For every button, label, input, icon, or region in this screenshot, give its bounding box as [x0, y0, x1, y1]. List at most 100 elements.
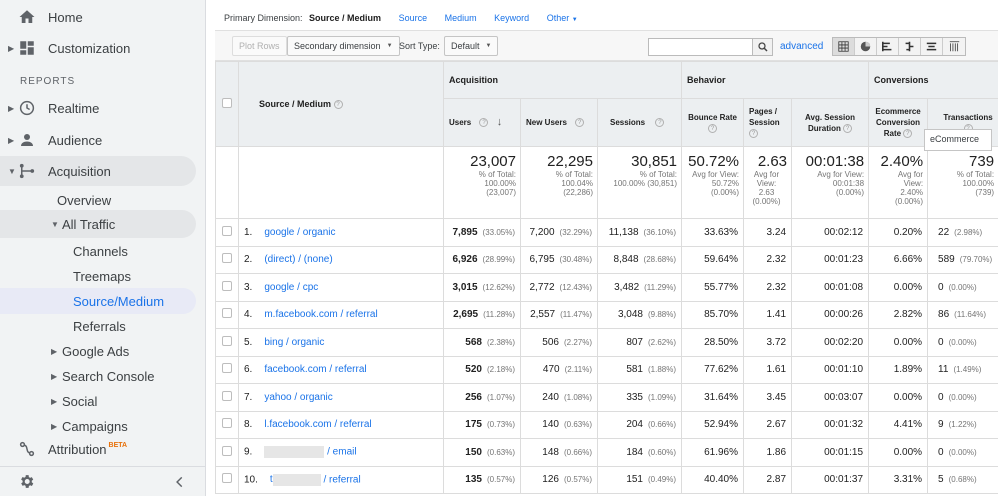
help-icon[interactable]: ?	[575, 118, 585, 128]
row-checkbox[interactable]	[222, 225, 232, 236]
col-users[interactable]: Users ? ↓	[443, 98, 521, 147]
row-checkbox[interactable]	[222, 335, 232, 346]
source-medium-link[interactable]: / referral	[323, 474, 361, 486]
cell-pages-session: 2.32	[743, 245, 793, 274]
chevron-down-icon: ▼	[571, 17, 578, 23]
row-checkbox[interactable]	[222, 473, 232, 484]
help-icon[interactable]: ?	[333, 100, 343, 110]
sessions-pct: (36.10%)	[643, 227, 677, 237]
row-select-cell	[215, 273, 239, 302]
col-pages-session[interactable]: Pages / Session?	[743, 98, 793, 147]
col-bounce-rate[interactable]: Bounce Rate?	[681, 98, 745, 147]
conversion-type-select[interactable]: eCommerce	[924, 129, 992, 151]
advanced-filter-link[interactable]: advanced	[780, 41, 824, 52]
source-medium-link[interactable]: google / organic	[264, 226, 336, 238]
nav-source-medium[interactable]: Source/Medium	[0, 288, 196, 314]
nav-search-console[interactable]: ▶ Search Console	[0, 361, 196, 391]
total-trans-l2: 100.00%	[962, 179, 995, 188]
help-icon[interactable]: ?	[655, 118, 665, 128]
source-medium-link[interactable]: m.facebook.com / referral	[264, 309, 378, 321]
source-medium-link[interactable]: facebook.com / referral	[264, 364, 367, 376]
col-avg-session-duration[interactable]: Avg. Session Duration ?	[791, 98, 870, 147]
cell-new-users: 7,200 (32.29%)	[520, 218, 598, 247]
arrow-down-icon: ↓	[496, 116, 503, 128]
transactions-value: 0	[938, 391, 944, 403]
row-index: 3.	[244, 281, 253, 293]
table-search-input[interactable]	[648, 38, 753, 56]
source-medium-link[interactable]: (direct) / (none)	[264, 254, 333, 266]
row-checkbox[interactable]	[222, 253, 232, 264]
select-all-checkbox[interactable]	[222, 98, 232, 108]
chevron-left-icon[interactable]	[173, 475, 187, 489]
dimension-other-link[interactable]: Other ▼	[547, 13, 578, 23]
source-prefix[interactable]: t	[269, 474, 273, 486]
col-sessions[interactable]: Sessions ?	[596, 98, 683, 147]
dimension-source-link[interactable]: Source	[398, 13, 428, 23]
dimension-keyword-link[interactable]: Keyword	[494, 13, 530, 23]
row-checkbox[interactable]	[222, 280, 232, 291]
caret-down-icon: ▼	[51, 219, 59, 229]
col-ecommerce-rate[interactable]: Ecommerce Conversion Rate ?	[868, 98, 929, 147]
nav-all-traffic[interactable]: ▼ All Traffic	[0, 210, 196, 238]
nav-home[interactable]: Home	[0, 2, 196, 32]
col-new-users[interactable]: New Users ?	[520, 98, 598, 147]
search-icon	[757, 42, 768, 52]
pivot-view-button[interactable]	[943, 38, 965, 55]
nav-attribution[interactable]: Attribution BETA	[0, 434, 196, 464]
help-icon[interactable]: ?	[708, 123, 718, 133]
row-checkbox[interactable]	[222, 363, 232, 374]
nav-channels[interactable]: Channels	[0, 236, 196, 266]
performance-view-button[interactable]	[877, 38, 899, 55]
pie-chart-icon	[860, 41, 871, 52]
nav-overview[interactable]: Overview	[0, 185, 196, 215]
nav-customization[interactable]: ▶ Customization	[0, 33, 196, 63]
row-checkbox[interactable]	[222, 418, 232, 429]
nav-social[interactable]: ▶ Social	[0, 386, 196, 416]
plot-rows-button[interactable]: Plot Rows	[232, 36, 287, 56]
nav-realtime[interactable]: ▶ Realtime	[0, 93, 196, 123]
pie-view-button[interactable]	[855, 38, 877, 55]
source-medium-link[interactable]: l.facebook.com / referral	[264, 419, 372, 431]
new-users-value: 2,557	[530, 309, 556, 321]
nav-google-ads[interactable]: ▶ Google Ads	[0, 336, 196, 366]
nav-acquisition[interactable]: ▼ Acquisition	[0, 156, 196, 186]
nav-campaigns[interactable]: ▶ Campaigns	[0, 411, 196, 441]
term-cloud-view-button[interactable]	[921, 38, 943, 55]
nav-treemaps[interactable]: Treemaps	[0, 261, 196, 291]
cell-pages-session: 1.86	[743, 438, 793, 467]
help-icon[interactable]: ?	[843, 123, 853, 133]
nav-audience-label: Audience	[48, 132, 103, 148]
nav-audience[interactable]: ▶ Audience	[0, 125, 196, 155]
help-icon[interactable]: ?	[479, 118, 489, 128]
help-icon[interactable]: ?	[903, 129, 913, 139]
gear-icon[interactable]	[18, 473, 35, 490]
new-users-pct: (2.27%)	[563, 337, 592, 347]
row-checkbox[interactable]	[222, 308, 232, 319]
dimension-header[interactable]: Source / Medium ?	[238, 61, 444, 147]
source-medium-link[interactable]: yahoo / organic	[264, 391, 333, 403]
total-pages-l2: View:	[756, 179, 777, 188]
secondary-dimension-select[interactable]: Secondary dimension ▼	[287, 36, 400, 56]
row-checkbox[interactable]	[222, 390, 232, 401]
col-avg-duration-label: Avg. Session Duration	[805, 112, 855, 133]
source-medium-link[interactable]: / email	[327, 446, 357, 458]
cell-pages-session: 3.24	[743, 218, 793, 247]
help-icon[interactable]: ?	[749, 129, 759, 139]
totals-row: 23,007% of Total: 100.00% (23,007) 22,295%…	[215, 146, 998, 219]
users-value: 150	[465, 446, 482, 458]
sort-type-select[interactable]: Default ▼	[444, 36, 499, 56]
nav-referrals[interactable]: Referrals	[0, 311, 196, 341]
caret-right-icon: ▶	[51, 421, 58, 431]
conversions-group-label: Conversions	[874, 75, 929, 85]
search-button[interactable]	[752, 38, 773, 56]
total-users-l1: % of Total:	[478, 170, 516, 179]
cell-bounce-rate: 33.63%	[681, 218, 745, 247]
caret-right-icon: ▶	[8, 103, 15, 113]
row-checkbox[interactable]	[222, 445, 232, 456]
source-medium-link[interactable]: google / cpc	[264, 281, 319, 293]
table-view-button[interactable]	[833, 38, 855, 55]
source-medium-link[interactable]: bing / organic	[264, 336, 325, 348]
dimension-medium-link[interactable]: Medium	[444, 13, 477, 23]
comparison-view-button[interactable]	[899, 38, 921, 55]
caret-right-icon: ▶	[8, 135, 15, 145]
